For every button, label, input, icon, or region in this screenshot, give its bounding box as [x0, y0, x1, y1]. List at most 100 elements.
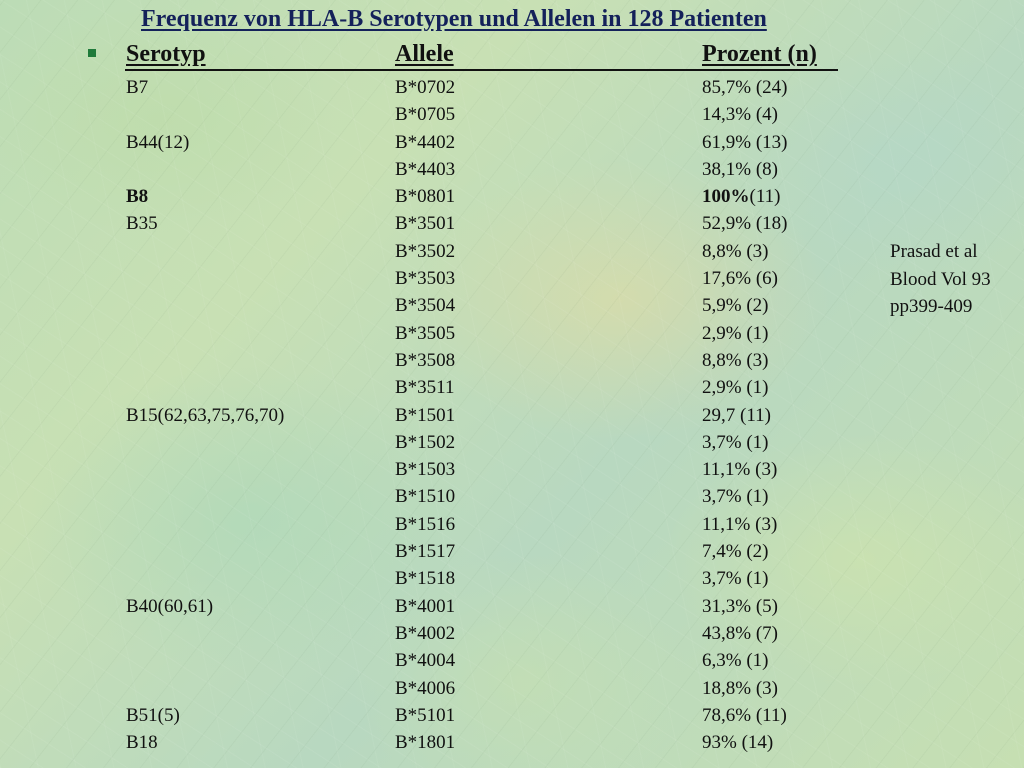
percent-cell: 52,9% (18) [702, 210, 787, 237]
percent-value: 8,8% [702, 349, 742, 371]
count-value: (1) [741, 431, 769, 453]
percent-value: 14,3% [702, 104, 752, 126]
allele-cell: B*1518 [395, 568, 456, 590]
count-value: (3) [741, 240, 769, 262]
count-value: (11) [749, 186, 781, 208]
allele-cell: B*1510 [395, 486, 456, 508]
percent-cell: 61,9% (13) [702, 129, 787, 156]
citation-line: pp399-409 [890, 296, 973, 317]
percent-value: 6,3% [702, 650, 742, 672]
percent-cell: 11,1% (3) [702, 511, 777, 538]
percent-value: 7,4% [702, 541, 742, 563]
percent-cell: 100%(11) [702, 183, 780, 210]
allele-cell: B*0702 [395, 77, 456, 98]
allele-cell: B*3504 [395, 295, 456, 317]
percent-cell: 38,1% (8) [702, 156, 778, 183]
allele-cell: B*1501 [395, 404, 456, 426]
percent-value: 3,7% [702, 431, 742, 453]
count-value: (11) [751, 704, 787, 726]
percent-cell: 7,4% (2) [702, 538, 768, 565]
percent-cell: 11,1% (3) [702, 456, 777, 483]
percent-cell: 8,8% (3) [702, 347, 768, 374]
percent-cell: 2,9% (1) [702, 374, 768, 401]
percent-cell: 8,8% (3) [702, 238, 768, 265]
count-value: (1) [741, 650, 769, 672]
count-value: (1) [741, 377, 769, 399]
percent-cell: 6,3% (1) [702, 647, 768, 674]
count-value: (2) [741, 541, 769, 563]
allele-cell: B*5101 [395, 704, 456, 726]
percent-cell: 3,7% (1) [702, 429, 768, 456]
percent-value: 11,1% [702, 513, 751, 535]
percent-value: 18,8% [702, 677, 752, 699]
header-allele: Allele [395, 41, 454, 67]
header-serotyp: Serotyp [126, 41, 206, 67]
allele-cell: B*4004 [395, 650, 456, 672]
serotype-cell: B40(60,61) [126, 595, 214, 617]
allele-cell: B*4403 [395, 158, 456, 180]
citation: Prasad et al Blood Vol 93 pp399-409 [890, 238, 991, 321]
allele-cell: B*3508 [395, 349, 456, 371]
percent-value: 38,1% [702, 158, 752, 180]
count-value: (3) [750, 513, 778, 535]
percent-value: 61,9% [702, 131, 752, 153]
percent-value: 52,9% [702, 213, 752, 235]
percent-cell: 29,7 (11) [702, 402, 771, 429]
allele-cell: B*4006 [395, 677, 456, 699]
percent-value: 100% [702, 186, 750, 208]
allele-cell: B*3501 [395, 213, 456, 235]
citation-line: Prasad et al [890, 241, 978, 262]
count-value: (1) [741, 486, 769, 508]
count-value: (5) [751, 595, 778, 617]
allele-cell: B*0705 [395, 104, 456, 126]
count-value: (18) [751, 213, 788, 235]
percent-cell: 3,7% (1) [702, 565, 768, 592]
count-value: (14) [736, 732, 774, 754]
percent-cell: 17,6% (6) [702, 265, 778, 292]
bullet-square-icon [88, 49, 96, 57]
count-value: (3) [750, 459, 778, 481]
percent-cell: 14,3% (4) [702, 101, 778, 128]
percent-value: 11,1% [702, 459, 751, 481]
percent-cell: 93% (14) [702, 729, 773, 756]
percent-cell: 78,6% (11) [702, 702, 787, 729]
allele-cell: B*1801 [395, 732, 456, 754]
allele-cell: B*3505 [395, 322, 456, 344]
allele-cell: B*1517 [395, 541, 456, 563]
count-value: (11) [735, 404, 771, 426]
percent-cell: 85,7% (24) [702, 74, 787, 101]
count-value: (3) [751, 677, 778, 699]
percent-cell: 3,7% (1) [702, 483, 768, 510]
serotype-cell: B8 [126, 186, 149, 208]
percent-value: 29,7 [702, 404, 736, 426]
percent-value: 85,7% [702, 77, 752, 98]
allele-cell: B*3511 [395, 377, 455, 399]
count-value: (7) [751, 622, 778, 644]
citation-line: Blood Vol 93 [890, 268, 991, 290]
count-value: (6) [751, 268, 778, 290]
allele-cell: B*1516 [395, 513, 456, 535]
allele-cell: B*0801 [395, 186, 456, 208]
percent-value: 31,3% [702, 595, 752, 617]
percent-value: 8,8% [702, 240, 742, 262]
percent-cell: 43,8% (7) [702, 620, 778, 647]
header-prozent: Prozent (n) [702, 41, 817, 67]
count-value: (8) [751, 158, 778, 180]
count-value: (2) [741, 295, 769, 317]
allele-cell: B*3503 [395, 268, 456, 290]
percent-value: 2,9% [702, 377, 742, 399]
percent-value: 43,8% [702, 622, 752, 644]
percent-cell: 5,9% (2) [702, 292, 768, 319]
count-value: (4) [751, 104, 778, 126]
percent-value: 3,7% [702, 568, 742, 590]
percent-cell: 18,8% (3) [702, 675, 778, 702]
slide-title: Frequenz von HLA-B Serotypen und Allelen… [141, 6, 767, 32]
percent-cell: 31,3% (5) [702, 593, 778, 620]
count-value: (3) [741, 349, 769, 371]
count-value: (1) [741, 322, 769, 344]
percent-value: 3,7% [702, 486, 742, 508]
percent-value: 2,9% [702, 322, 742, 344]
serotype-cell: B15(62,63,75,76,70) [126, 404, 285, 426]
percent-value: 93% [702, 732, 737, 754]
